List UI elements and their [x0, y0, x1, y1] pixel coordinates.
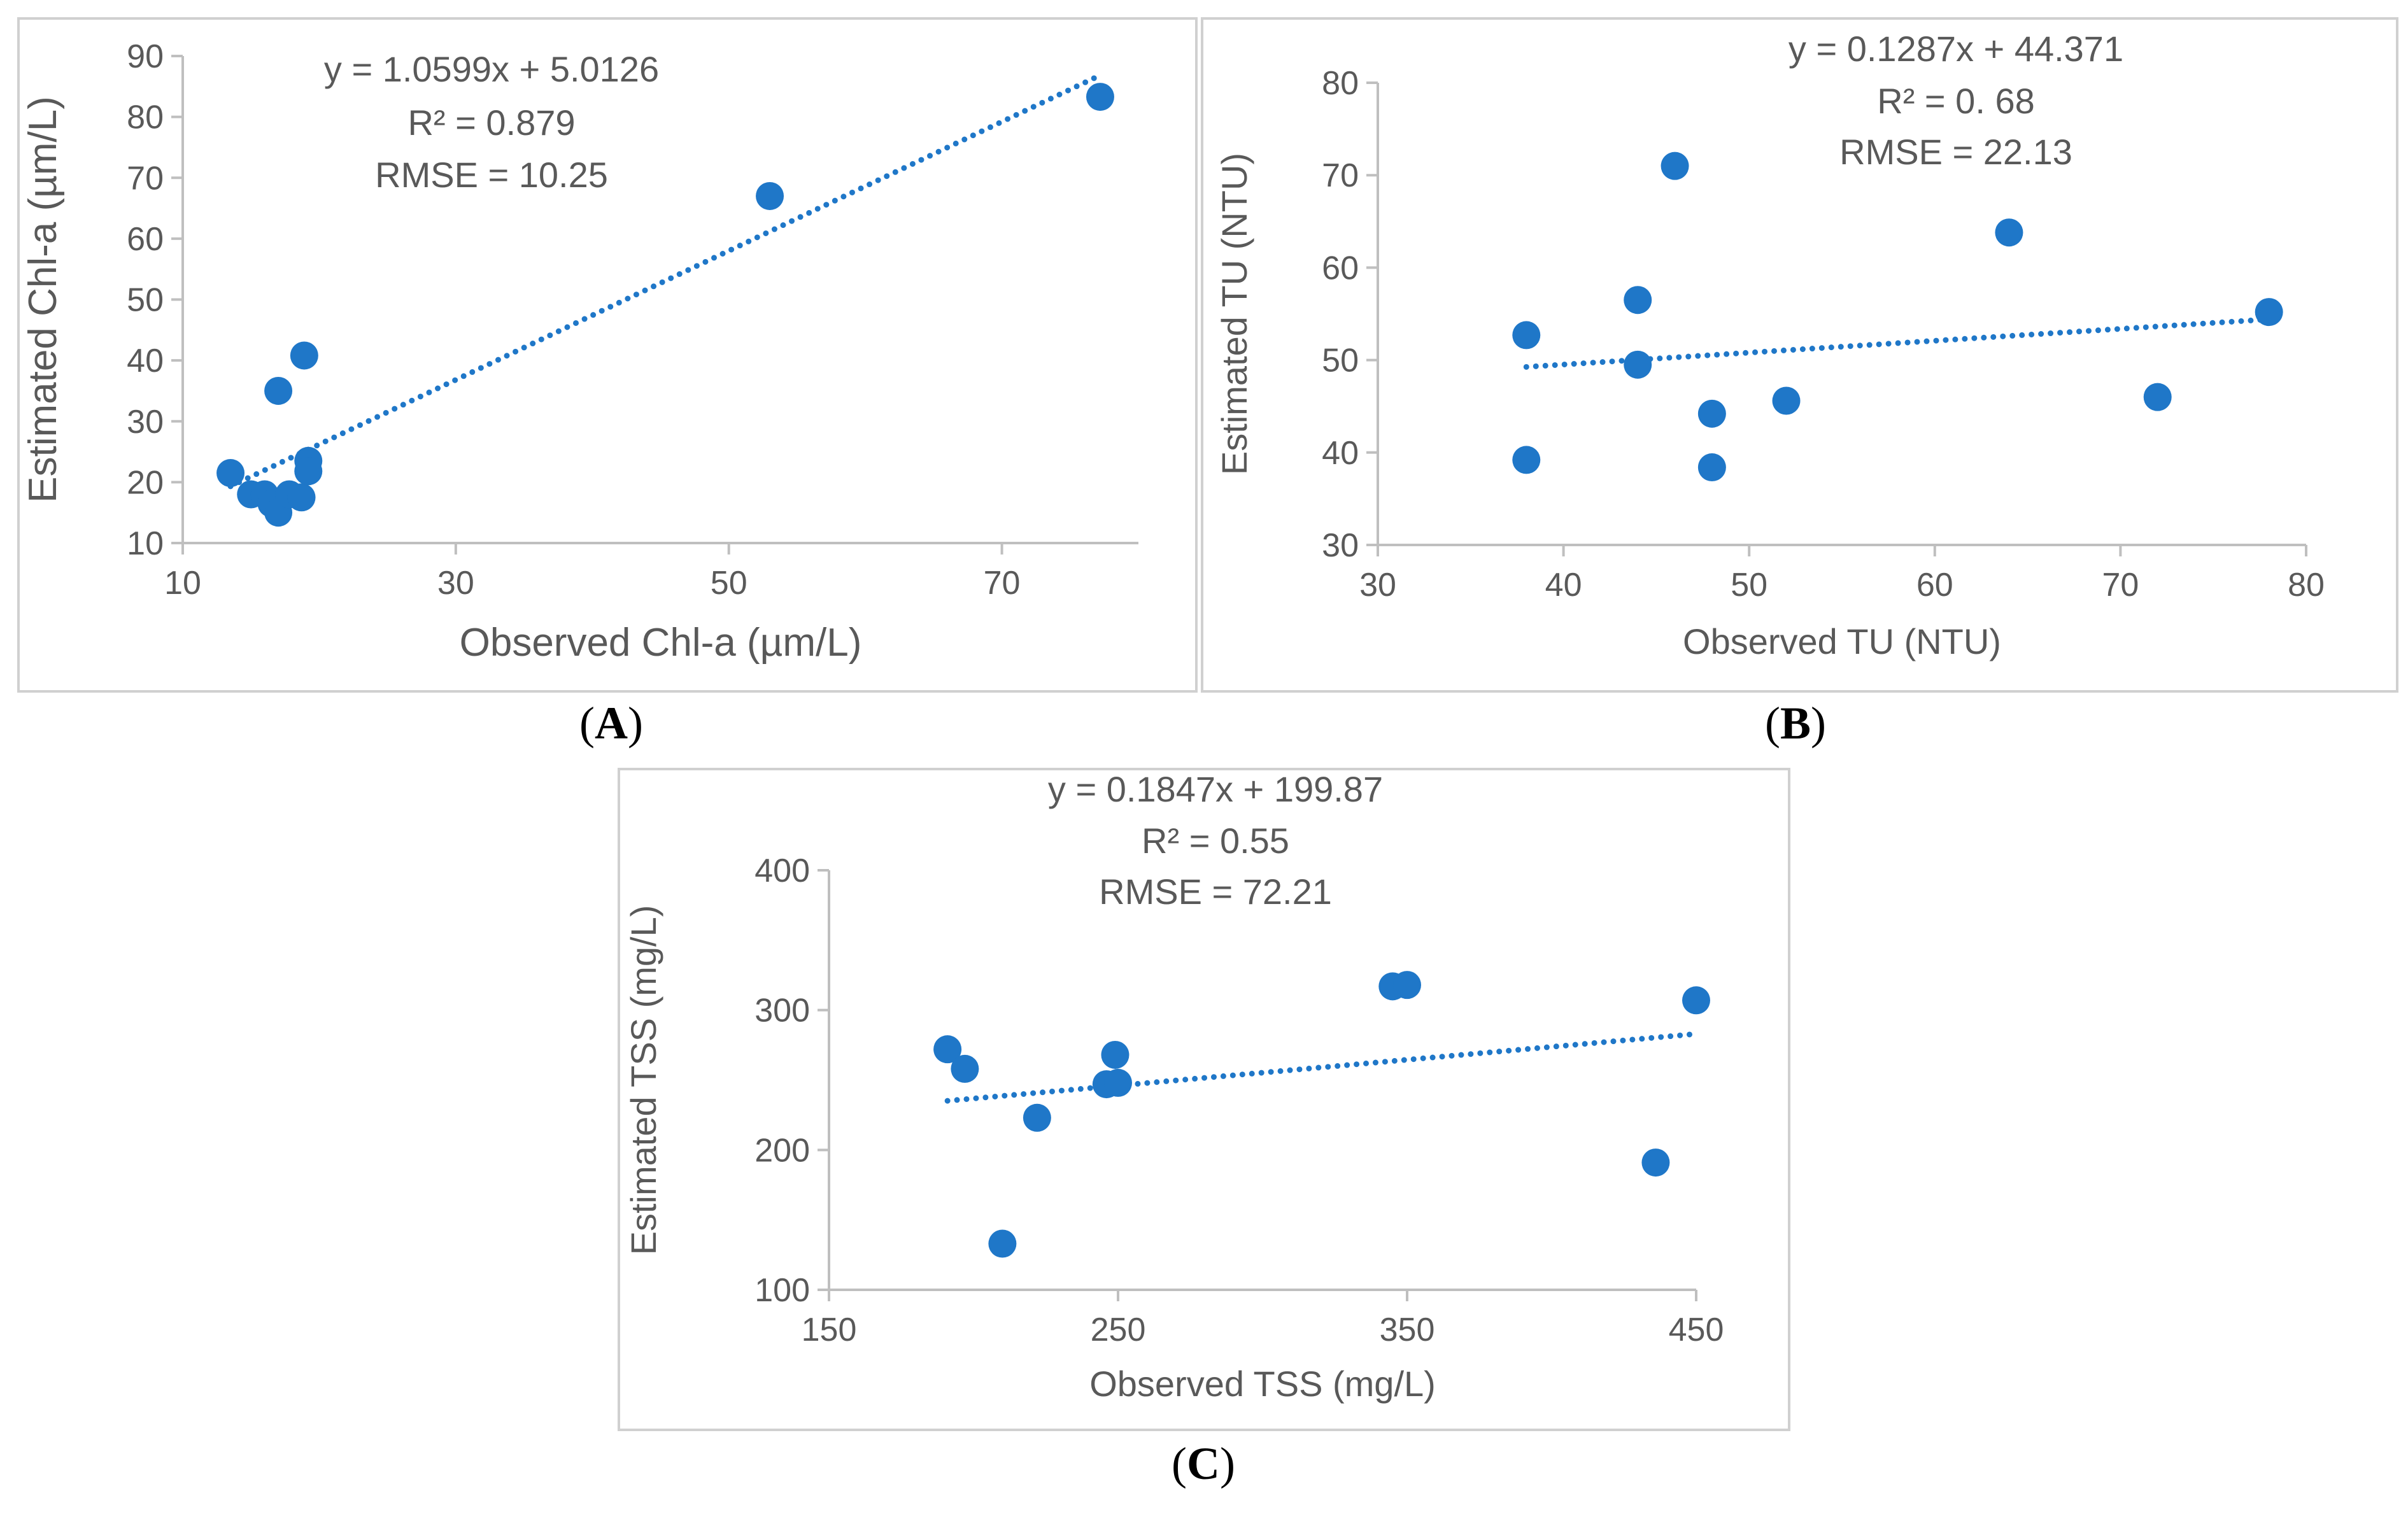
rmse-label: RMSE = 22.13 — [1839, 132, 2072, 172]
x-tick-label: 350 — [1380, 1311, 1435, 1348]
y-tick-label: 80 — [127, 99, 164, 136]
data-point — [1995, 218, 2023, 247]
y-tick-label: 50 — [127, 282, 164, 319]
data-point — [294, 457, 323, 486]
r-squared-label: R² = 0.879 — [407, 102, 575, 143]
y-tick-label: 90 — [127, 38, 164, 75]
panel-label: (C) — [1172, 1438, 1235, 1489]
chart-frame — [618, 768, 1790, 1431]
y-axis-title: Estimated Chl-a (µm/L) — [21, 96, 65, 503]
data-point — [216, 459, 245, 488]
data-point — [1682, 986, 1710, 1015]
data-point — [1772, 386, 1801, 415]
data-point — [1641, 1148, 1670, 1177]
panel-label-close-paren: ) — [628, 698, 643, 749]
x-tick-label: 70 — [984, 565, 1021, 602]
y-tick-label: 70 — [1322, 157, 1359, 194]
data-point — [951, 1054, 979, 1083]
panel-label: (B) — [1765, 698, 1826, 749]
data-point — [264, 376, 293, 405]
panel-label-open-paren: ( — [579, 698, 595, 749]
chart-frame — [1201, 17, 2398, 693]
panel-label-close-paren: ) — [1811, 698, 1826, 749]
y-tick-label: 20 — [127, 464, 164, 501]
chart-panel-c: 100 200 300 400 150 250 350 450 Observed TSS (mg… — [618, 768, 1790, 1431]
x-tick-label: 250 — [1091, 1311, 1146, 1348]
y-tick-label: 40 — [127, 343, 164, 379]
data-point — [1624, 286, 1652, 314]
data-point — [933, 1035, 962, 1064]
x-tick-label: 450 — [1669, 1311, 1724, 1348]
rmse-label: RMSE = 10.25 — [375, 155, 608, 195]
x-tick-label: 10 — [164, 565, 201, 602]
y-tick-label: 60 — [127, 221, 164, 258]
data-point — [1624, 350, 1652, 379]
panel-label-close-paren: ) — [1220, 1438, 1235, 1489]
data-point — [287, 483, 316, 512]
data-point — [1101, 1040, 1130, 1069]
y-tick-label: 60 — [1322, 250, 1359, 286]
data-point — [1086, 83, 1114, 111]
x-axis-title: Observed TSS (mg/L) — [1089, 1364, 1436, 1404]
y-tick-label: 70 — [127, 160, 164, 197]
panel-label-open-paren: ( — [1765, 698, 1780, 749]
x-axis-title: Observed TU (NTU) — [1683, 621, 2001, 661]
chart-frame — [17, 17, 1198, 693]
y-tick-label: 100 — [754, 1272, 810, 1309]
y-tick-label: 10 — [127, 525, 164, 562]
data-point — [1023, 1103, 1051, 1132]
x-tick-label: 40 — [1545, 567, 1582, 604]
x-tick-label: 80 — [2288, 567, 2325, 604]
x-tick-label: 150 — [802, 1311, 857, 1348]
y-tick-label: 30 — [1322, 527, 1359, 564]
x-tick-label: 50 — [711, 565, 747, 602]
y-axis-title: Estimated TU (NTU) — [1214, 153, 1254, 475]
r-squared-label: R² = 0. 68 — [1877, 81, 2034, 121]
panel-label-letter: B — [1780, 698, 1811, 749]
y-tick-label: 200 — [754, 1132, 810, 1169]
x-tick-label: 50 — [1731, 567, 1767, 604]
y-tick-label: 40 — [1322, 435, 1359, 472]
data-point — [1104, 1068, 1132, 1097]
data-point — [2143, 383, 2172, 411]
r-squared-label: R² = 0.55 — [1142, 821, 1289, 861]
y-tick-label: 300 — [754, 993, 810, 1029]
equation-label: y = 0.1847x + 199.87 — [1048, 769, 1383, 809]
data-point — [1697, 453, 1726, 482]
data-point — [1512, 446, 1541, 474]
data-point — [988, 1229, 1017, 1258]
x-axis-title: Observed Chl-a (µm/L) — [460, 621, 862, 665]
trendline — [227, 73, 1101, 490]
panel-label: (A) — [579, 698, 643, 749]
panel-label-open-paren: ( — [1172, 1438, 1187, 1489]
y-tick-label: 50 — [1322, 343, 1359, 379]
x-tick-label: 70 — [2102, 567, 2139, 604]
data-point — [290, 341, 318, 370]
data-point — [1393, 971, 1421, 1000]
data-point — [756, 181, 784, 210]
equation-label: y = 1.0599x + 5.0126 — [324, 49, 659, 89]
equation-label: y = 0.1287x + 44.371 — [1788, 29, 2123, 69]
data-point — [1661, 152, 1689, 180]
y-tick-label: 80 — [1322, 65, 1359, 102]
x-tick-label: 60 — [1916, 567, 1953, 604]
trendline — [944, 1031, 1699, 1104]
rmse-label: RMSE = 72.21 — [1099, 872, 1332, 912]
data-point — [1697, 399, 1726, 428]
x-tick-label: 30 — [1359, 567, 1396, 604]
y-tick-label: 400 — [754, 852, 810, 889]
y-tick-label: 30 — [127, 404, 164, 441]
y-axis-title: Estimated TSS (mg/L) — [623, 905, 663, 1255]
data-point — [1512, 321, 1541, 350]
x-tick-label: 30 — [437, 565, 474, 602]
data-point — [2255, 298, 2283, 327]
chart-panel-b: 30 40 50 60 70 80 30 40 50 60 70 80 Observed TU (NTU… — [1201, 17, 2398, 693]
panel-label-letter: C — [1187, 1438, 1220, 1489]
panel-label-letter: A — [595, 698, 628, 749]
chart-panel-a: 10 20 30 40 50 60 70 80 90 10 30 50 70 Observed Chl-a… — [17, 17, 1198, 693]
